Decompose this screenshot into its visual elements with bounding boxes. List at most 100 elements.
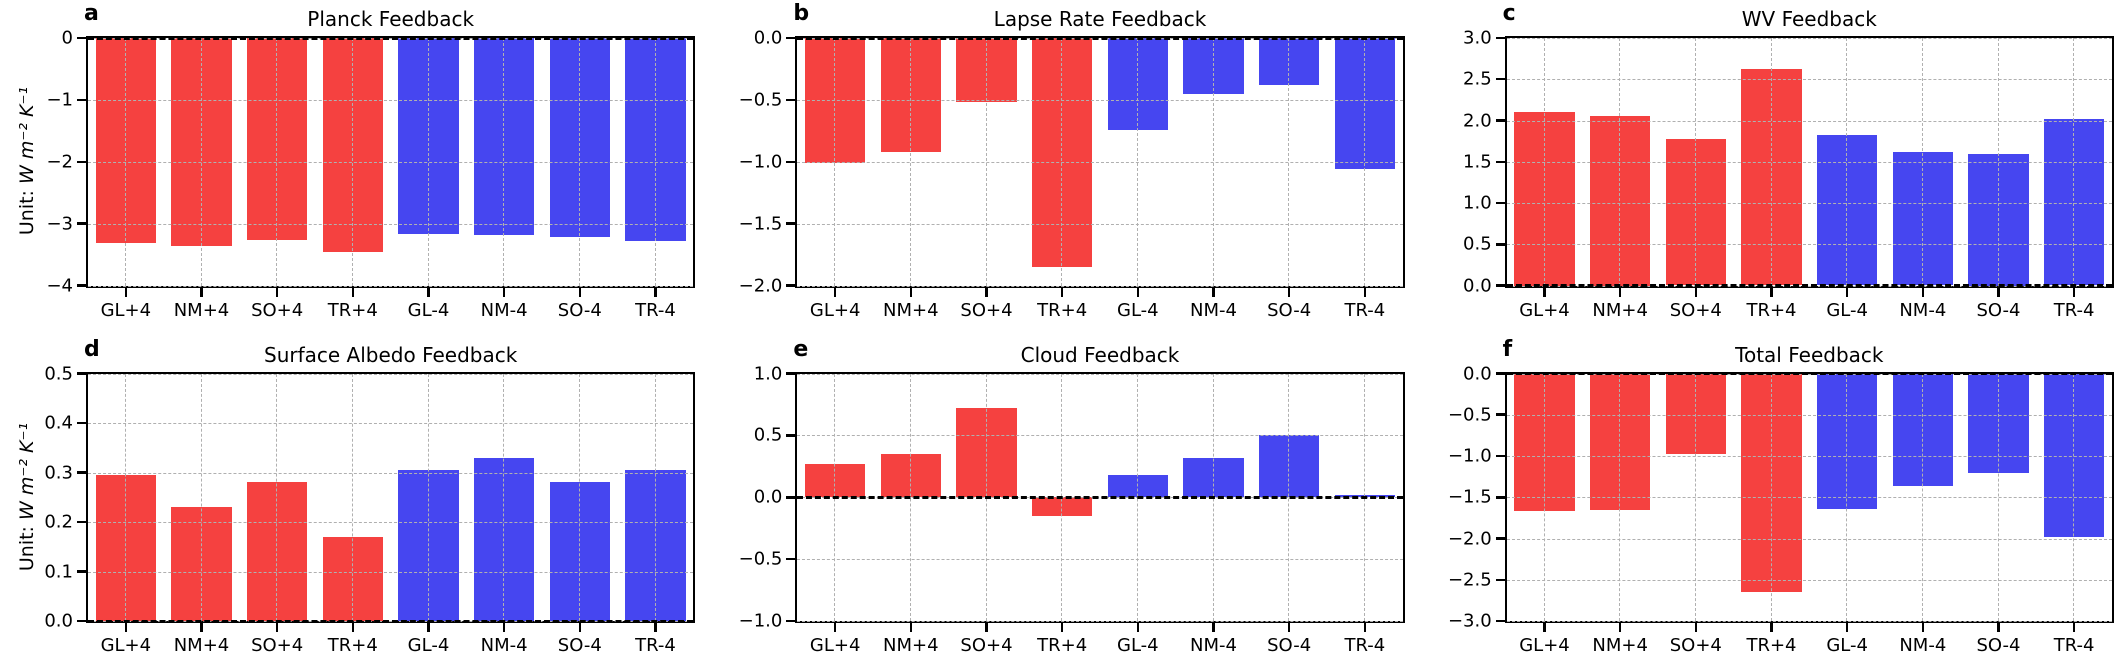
x-tick-label: GL+4 — [100, 299, 152, 321]
y-tick-label: −4 — [46, 275, 73, 296]
y-tick-mark — [77, 520, 86, 524]
y-tick-mark — [1495, 496, 1505, 499]
panel-lapse-rate-feedback: b Lapse Rate Feedback 0.0 −0.5 −1.0 −1.5 −2.… — [709, 0, 1418, 336]
y-tick-label: 0.0 — [44, 610, 73, 632]
bar-GL-4 — [1816, 373, 1878, 509]
y-axis-unit-label: Unit: W m⁻² K⁻¹ — [16, 422, 38, 570]
bar-TR+4 — [322, 38, 384, 253]
x-tick-label: GL+4 — [809, 299, 861, 321]
x-tick-label: SO+4 — [960, 635, 1013, 656]
x-tick-label: NM-4 — [1190, 299, 1237, 321]
plot-area: 0.0 −0.5 −1.0 −1.5 −2.0 −2.5 −3.0 GL+4 NM+4 SO+4 T… — [1448, 363, 2114, 656]
x-gridline — [1288, 373, 1290, 621]
y-tick-label: −2.0 — [738, 275, 783, 296]
panel-surface-albedo-feedback: d Surface Albedo Feedback Unit: W m⁻² K⁻… — [0, 336, 709, 671]
plot-area: 0 −1 −2 −3 −4 GL+4 NM+4 SO+4 TR+4 GL-4 NM-4 SO-4 TR-… — [46, 28, 696, 321]
y-tick-mark — [1495, 413, 1505, 416]
bar-GL+4 — [1514, 373, 1575, 512]
y-tick-mark — [77, 619, 86, 623]
y-tick-label: 3.0 — [1463, 27, 1492, 49]
y-tick-label: 1.5 — [1463, 151, 1492, 173]
y-tick-label: 0 — [61, 27, 73, 49]
x-tick-label: NM+4 — [1592, 635, 1648, 656]
x-tick-mark — [1770, 287, 1773, 297]
x-tick-mark — [1921, 287, 1925, 297]
x-tick-mark — [1287, 287, 1291, 297]
bar-SO+4 — [1665, 138, 1727, 286]
x-tick-mark — [578, 287, 582, 297]
plot-area: 0.5 0.4 0.3 0.2 0.1 0.0 GL+4 NM+4 SO+4 TR+4 GL-4 NM… — [44, 363, 696, 656]
x-tick-label: TR+4 — [1746, 635, 1797, 656]
x-gridline — [1212, 373, 1214, 621]
bar-NM+4 — [1589, 373, 1651, 510]
panel-total-feedback: f Total Feedback 0.0 −0.5 −1.0 −1.5 −2.0 −2.5… — [1419, 336, 2128, 671]
x-tick-mark — [1212, 287, 1215, 297]
x-tick-label: NM-4 — [1899, 299, 1947, 321]
x-tick-label: GL+4 — [1519, 635, 1570, 656]
y-tick-mark — [1495, 119, 1505, 122]
x-tick-label: NM+4 — [173, 299, 230, 321]
y-tick-mark — [786, 372, 796, 375]
bar-SO-4 — [1968, 153, 2029, 286]
bar-GL+4 — [95, 38, 157, 244]
x-tick-mark — [578, 623, 582, 632]
y-gridline — [1506, 38, 2112, 39]
bar-NM-4 — [1892, 151, 1954, 286]
y-tick-label: −1.0 — [738, 151, 783, 173]
bar-SO-4 — [1258, 38, 1320, 86]
y-gridline — [88, 621, 694, 622]
y-tick-mark — [786, 619, 796, 623]
y-tick-label: −1.0 — [738, 610, 783, 632]
y-tick-label: 0.5 — [44, 363, 73, 384]
y-tick-label: 0.4 — [44, 412, 73, 434]
bar-TR+4 — [1741, 68, 1802, 286]
panel-letter: e — [793, 336, 809, 362]
x-tick-mark — [909, 623, 913, 632]
y-tick-mark — [77, 160, 86, 163]
x-tick-label: SO+4 — [1669, 299, 1722, 321]
bar-TR-4 — [1334, 38, 1396, 170]
bar-GL-4 — [398, 470, 459, 621]
y-gridline — [1506, 285, 2112, 287]
x-tick-mark — [200, 623, 203, 632]
y-tick-label: −1.0 — [1447, 445, 1492, 467]
y-tick-label: 0.5 — [753, 424, 783, 446]
y-tick-label: −1.5 — [738, 213, 783, 235]
x-gridline — [1364, 373, 1366, 621]
x-tick-label: GL-4 — [1117, 635, 1159, 656]
plot-area: 1.0 0.5 0.0 −0.5 −1.0 GL+4 NM+4 SO+4 TR+4 GL-4 NM-… — [739, 363, 1405, 656]
x-tick-mark — [427, 623, 430, 632]
x-tick-mark — [1363, 623, 1367, 632]
bar-NM+4 — [171, 507, 232, 621]
y-gridline — [797, 559, 1403, 561]
y-tick-mark — [1495, 201, 1505, 205]
x-tick-mark — [985, 287, 988, 297]
y-tick-mark — [1495, 372, 1505, 375]
x-tick-mark — [1136, 287, 1140, 297]
x-gridline — [1137, 373, 1139, 621]
y-tick-label: −2.0 — [1447, 528, 1492, 549]
bar-TR-4 — [2043, 373, 2105, 537]
y-tick-mark — [786, 557, 796, 561]
y-tick-mark — [1495, 284, 1505, 287]
bar-NM-4 — [1183, 457, 1244, 498]
panel-title: Lapse Rate Feedback — [993, 7, 1207, 31]
x-tick-mark — [1060, 287, 1064, 297]
y-tick-label: −1.5 — [1447, 486, 1492, 508]
bar-SO+4 — [1665, 373, 1727, 455]
bar-SO+4 — [246, 482, 308, 621]
y-gridline — [1506, 579, 2112, 581]
y-axis-unit-math: W m⁻² K⁻¹ — [16, 86, 38, 185]
x-tick-mark — [833, 623, 837, 632]
y-tick-mark — [77, 222, 86, 225]
panel-letter: b — [793, 1, 810, 26]
x-tick-mark — [1618, 287, 1622, 297]
y-tick-label: −3.0 — [1447, 610, 1492, 632]
x-tick-mark — [2072, 623, 2076, 632]
panel-letter: f — [1502, 336, 1513, 362]
bar-GL-4 — [398, 38, 459, 234]
y-tick-label: 2.0 — [1463, 110, 1492, 131]
y-tick-label: 0.0 — [753, 27, 783, 49]
y-gridline — [797, 161, 1403, 163]
bar-SO+4 — [956, 408, 1017, 498]
